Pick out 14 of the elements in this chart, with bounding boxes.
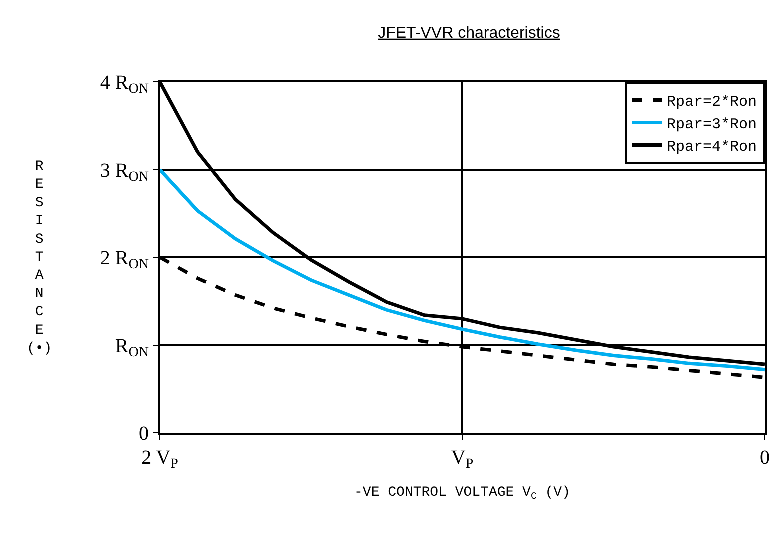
y-tick-label: 3 R$_{ON}$ [100,160,149,185]
text: RESISTANCE (•) [27,159,52,357]
x-tick-label: V$_{P}$ [451,447,474,472]
x-axis-title: -VE CONTROL VOLTAGE V$_{C}$ (V) [354,485,570,502]
legend-label: Rpar=4*Ron [667,139,758,156]
y-tick-label: 0 [139,423,149,445]
y-tick-label: R$_{ON}$ [115,335,149,360]
legend-label: Rpar=3*Ron [667,116,758,134]
y-tick-label: 4 R$_{ON}$ [100,72,149,98]
legend-label: Rpar=2*Ron [667,94,758,112]
y-tick-label: 2 R$_{ON}$ [100,248,149,273]
x-tick-label: 0 [760,447,770,469]
x-tick-label: 2 V$_{P}$ [142,447,179,472]
chart-title: JFET-VVR characteristics [378,24,560,42]
